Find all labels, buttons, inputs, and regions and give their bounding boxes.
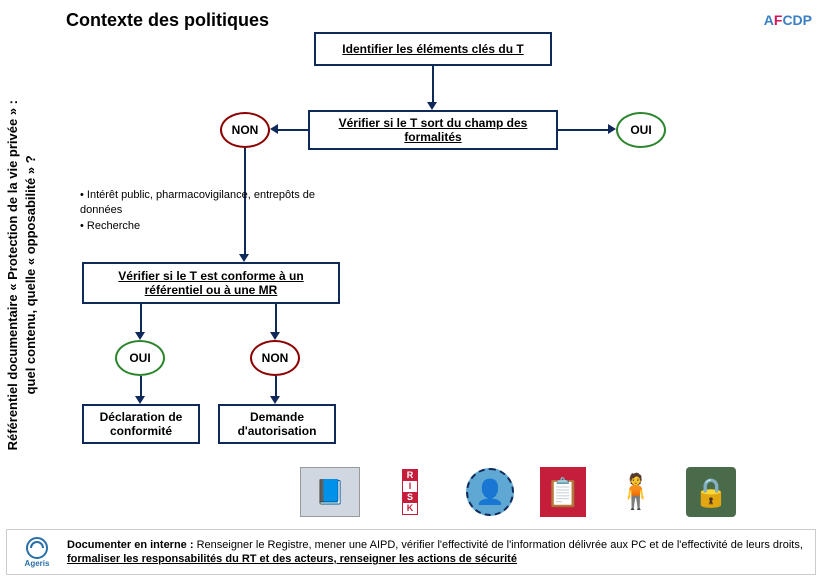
flowchart-canvas: Identifier les éléments clés du T Vérifi… — [60, 32, 814, 521]
clipboard-icon: 📋 — [540, 467, 586, 517]
oval-non-1: NON — [220, 112, 270, 148]
oval-non-2: NON — [250, 340, 300, 376]
brand-logo: AFCDP — [764, 12, 812, 28]
registre-icon: 📘 — [300, 467, 360, 517]
oval-oui-1: OUI — [616, 112, 666, 148]
person-standing-icon: 🧍 — [606, 467, 666, 517]
box-identify: Identifier les éléments clés du T — [314, 32, 552, 66]
box-verify-champ: Vérifier si le T sort du champ des forma… — [308, 110, 558, 150]
box-verify-ref: Vérifier si le T est conforme à un référ… — [82, 262, 340, 304]
bullets-list: Intérêt public, pharmacovigilance, entre… — [80, 188, 330, 234]
box-demande: Demande d'autorisation — [218, 404, 336, 444]
footer-logo: Ageris — [15, 534, 59, 570]
icons-row: 📘 R I S K 👤 📋 🧍 🔒 — [300, 465, 802, 519]
oval-oui-2: OUI — [115, 340, 165, 376]
page-title: Contexte des politiques — [66, 10, 269, 31]
person-dashed-icon: 👤 — [460, 467, 520, 517]
svg-text:Ageris: Ageris — [25, 559, 50, 568]
box-declaration: Déclaration de conformité — [82, 404, 200, 444]
footer-bar: Ageris Documenter en interne : Renseigne… — [6, 529, 816, 575]
footer-text: Documenter en interne : Renseigner le Re… — [67, 538, 807, 567]
risk-icon: R I S K — [380, 467, 440, 517]
lock-icon: 🔒 — [686, 467, 736, 517]
sidebar-vertical-title: Référentiel documentaire « Protection de… — [2, 30, 42, 520]
